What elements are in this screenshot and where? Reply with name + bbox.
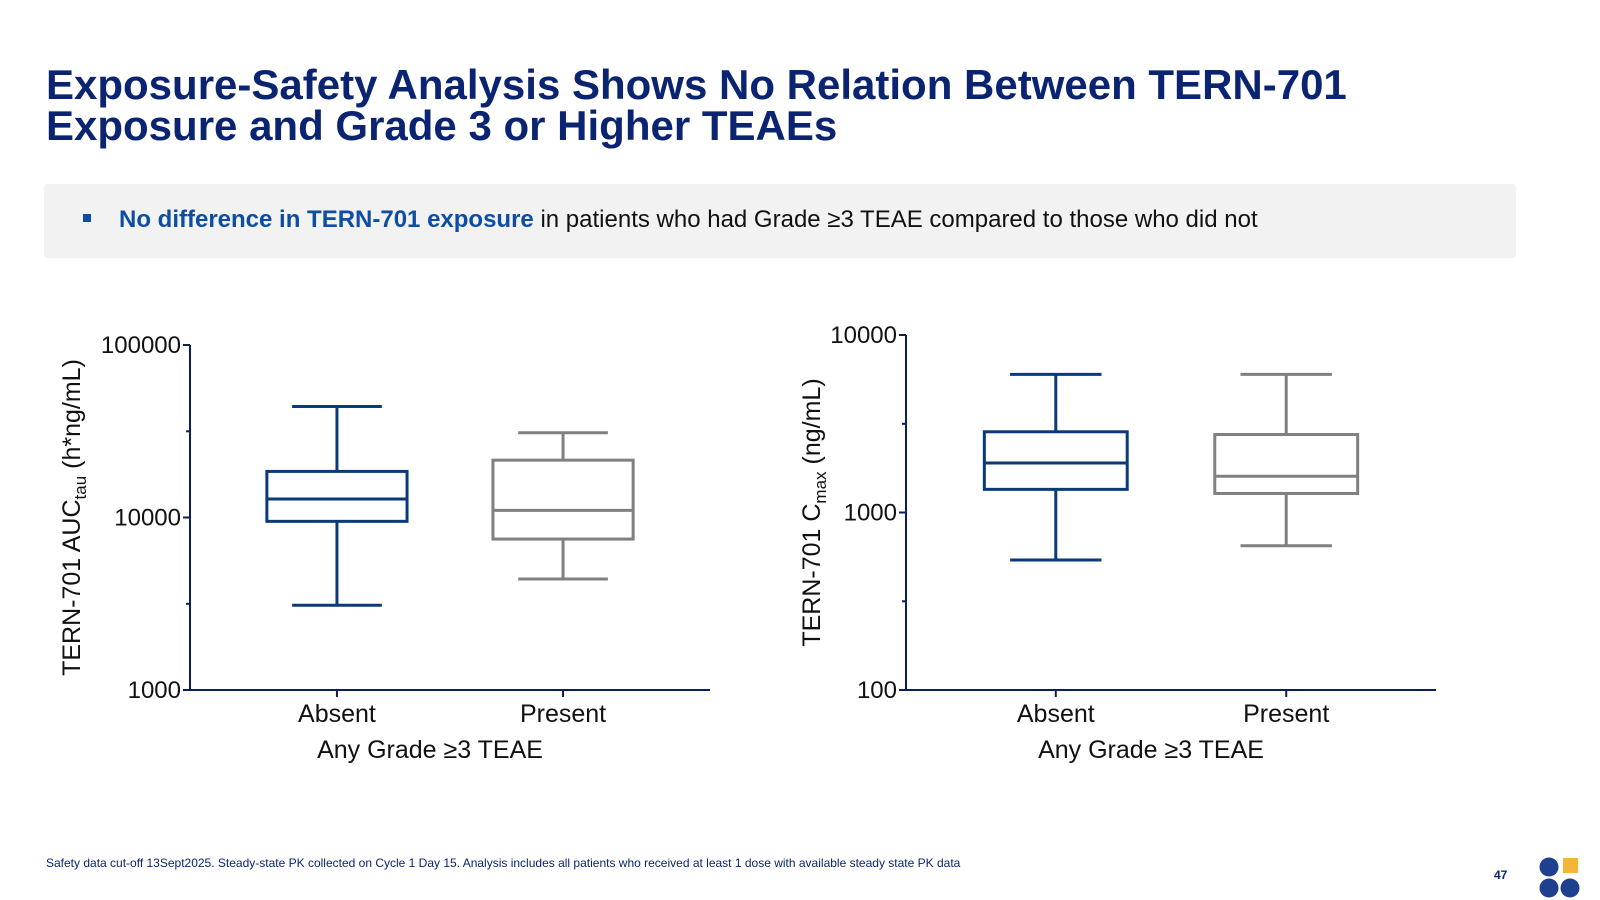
y-axis-title-subscript: max	[811, 471, 830, 504]
y-axis-title-main: TERN-701 AUC	[58, 499, 86, 675]
key-finding-highlight: No difference in TERN-701 exposure	[119, 206, 534, 233]
auc-boxplot-svg: 1000 10000 100000 Absent Present Any Grade ≥3…	[58, 332, 710, 764]
y-tick-label: 1000	[844, 500, 897, 527]
box-iqr-present	[1213, 433, 1360, 495]
y-tick-label: 100	[857, 677, 897, 704]
y-tick-label: 10000	[830, 322, 897, 349]
y-axis-title-subscript: tau	[71, 476, 90, 500]
x-tick-label: Present	[520, 700, 606, 728]
x-axis-title: Any Grade ≥3 TEAE	[317, 736, 543, 764]
cmax-boxplot-svg: 100 1000 10000 Absent Present Any Grade ≥3 TE…	[798, 322, 1436, 764]
y-axis-title-units: (ng/mL)	[798, 378, 826, 471]
y-axis-title: TERN-701 Cmax (ng/mL)	[798, 378, 830, 646]
footnote: Safety data cut-off 13Sept2025. Steady-s…	[46, 856, 961, 870]
box-iqr-absent	[265, 469, 409, 523]
key-finding-text: No difference in TERN-701 exposure in pa…	[119, 206, 1258, 234]
key-finding-callout: No difference in TERN-701 exposure in pa…	[44, 184, 1516, 258]
y-tick-label: 100000	[101, 332, 181, 359]
page-number: 47	[1494, 868, 1508, 882]
slide-title-line-1: Exposure-Safety Analysis Shows No Relati…	[46, 61, 1347, 108]
cmax-boxplot-chart: 100 1000 10000 Absent Present Any Grade ≥3 TE…	[780, 310, 1540, 800]
square-bullet-icon	[83, 214, 91, 222]
slide-title-line-2: Exposure and Grade 3 or Higher TEAEs	[46, 102, 838, 149]
box-iqr-absent	[982, 430, 1129, 491]
y-tick-label: 1000	[128, 677, 181, 704]
key-finding-rest: in patients who had Grade ≥3 TEAE compar…	[533, 206, 1258, 233]
x-axis-title: Any Grade ≥3 TEAE	[1038, 736, 1264, 764]
company-logo-icon	[1539, 857, 1580, 898]
auc-boxplot-chart: 1000 10000 100000 Absent Present Any Grade ≥3…	[40, 310, 800, 800]
y-axis-title-units: (h*ng/mL)	[58, 359, 86, 476]
slide-title: Exposure-Safety Analysis Shows No Relati…	[46, 61, 1496, 149]
y-tick-label: 10000	[114, 505, 181, 532]
y-axis-title-main: TERN-701 C	[798, 504, 826, 647]
x-tick-label: Absent	[1017, 700, 1095, 728]
y-axis-title: TERN-701 AUCtau (h*ng/mL)	[58, 359, 90, 676]
x-tick-label: Present	[1243, 700, 1329, 728]
x-tick-label: Absent	[298, 700, 376, 728]
box-iqr-present	[491, 458, 635, 541]
